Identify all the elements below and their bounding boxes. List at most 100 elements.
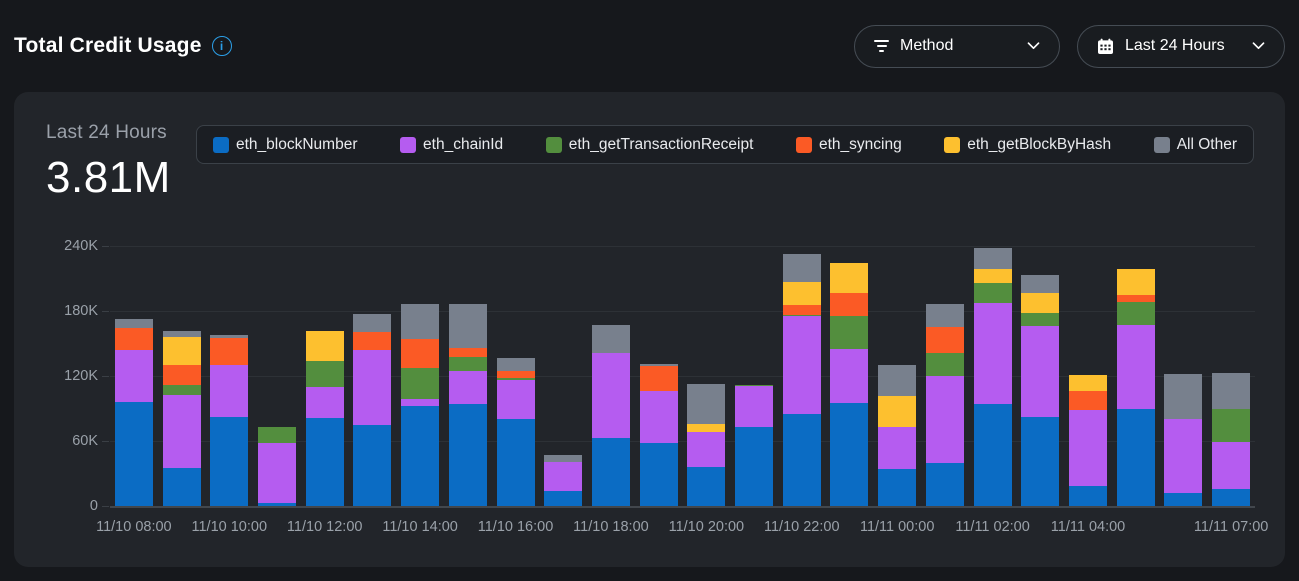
- bar-11-11-01-00[interactable]: [925, 304, 964, 506]
- time-range-left: Last 24 Hours: [1097, 37, 1225, 55]
- bar-segment: [162, 337, 201, 366]
- bar-segment: [305, 417, 344, 506]
- bar-segment: [162, 468, 201, 506]
- bar-segment: [973, 247, 1012, 269]
- bar-11-10-20-00[interactable]: [687, 383, 726, 506]
- bar-segment: [1069, 410, 1108, 486]
- y-tick-mark: [102, 311, 109, 312]
- legend-label: eth_getBlockByHash: [967, 135, 1112, 153]
- bar-segment: [544, 455, 583, 462]
- bar-11-10-12-00[interactable]: [305, 330, 344, 506]
- x-tick-label: 11/10 22:00: [764, 519, 840, 535]
- legend-swatch-icon: [944, 136, 961, 153]
- x-tick-label: 11/10 08:00: [96, 519, 172, 535]
- bar-11-10-17-00[interactable]: [544, 455, 583, 506]
- info-icon[interactable]: i: [211, 36, 232, 56]
- legend-item[interactable]: eth_getTransactionReceipt: [545, 136, 753, 154]
- bar-segment: [639, 365, 678, 391]
- bar-segment: [114, 328, 153, 350]
- bar-segment: [496, 380, 535, 420]
- bar-segment: [1212, 442, 1251, 489]
- bar-11-10-19-00[interactable]: [639, 364, 678, 506]
- bar-11-10-23-00[interactable]: [830, 262, 869, 506]
- bar-segment: [544, 490, 583, 506]
- x-tick-label: 11/10 14:00: [382, 519, 458, 535]
- bar-segment: [448, 348, 487, 358]
- credit-usage-card: Last 24 Hours 3.81M eth_blockNumber eth_c…: [14, 92, 1285, 567]
- bar-11-10-22-00[interactable]: [782, 253, 821, 506]
- x-tick-label: 11/10 10:00: [191, 519, 268, 535]
- bar-11-10-18-00[interactable]: [591, 325, 630, 506]
- bar-segment: [973, 282, 1012, 304]
- time-range-dropdown[interactable]: Last 24 Hours: [1077, 24, 1285, 68]
- bar-segment: [257, 443, 296, 503]
- bar-segment: [687, 467, 726, 506]
- bar-segment: [925, 462, 964, 506]
- bar-11-11-04-00[interactable]: [1069, 375, 1108, 506]
- x-tick-label: 11/10 16:00: [477, 519, 554, 535]
- bar-11-11-07-00[interactable]: [1212, 372, 1251, 506]
- bar-11-11-03-00[interactable]: [1021, 275, 1060, 506]
- bar-segment: [448, 357, 487, 372]
- bar-segment: [591, 437, 630, 506]
- legend-item[interactable]: eth_chainId: [400, 136, 503, 154]
- bar-segment: [591, 353, 630, 438]
- bar-11-11-02-00[interactable]: [973, 247, 1012, 506]
- bar-11-10-09-00[interactable]: [162, 330, 201, 506]
- bar-segment: [1212, 408, 1251, 443]
- bar-segment: [401, 338, 440, 368]
- page-title: Total Credit Usage: [14, 34, 202, 57]
- legend-item[interactable]: eth_getBlockByHash: [944, 136, 1111, 154]
- bar-11-11-00-00[interactable]: [878, 365, 917, 506]
- bar-11-10-21-00[interactable]: [735, 384, 774, 506]
- legend-item[interactable]: eth_syncing: [795, 136, 902, 154]
- bar-11-11-06-00[interactable]: [1164, 374, 1203, 506]
- page-header: Total Credit Usage i Method: [0, 0, 1299, 92]
- bar-segment: [162, 365, 201, 385]
- y-tick-mark: [102, 376, 109, 377]
- bar-segment: [782, 281, 821, 305]
- bar-11-10-16-00[interactable]: [496, 357, 535, 506]
- bar-11-10-13-00[interactable]: [353, 314, 392, 506]
- method-filter-label: Method: [900, 37, 954, 54]
- bar-segment: [1021, 275, 1060, 294]
- chevron-down-icon: [1027, 42, 1040, 50]
- bar-segment: [305, 386, 344, 418]
- gridline: [110, 376, 1255, 377]
- bar-segment: [305, 360, 344, 387]
- legend-item[interactable]: All Other: [1153, 135, 1237, 154]
- bar-segment: [114, 350, 153, 402]
- method-filter-dropdown[interactable]: Method: [854, 24, 1060, 68]
- calendar-icon: [1098, 38, 1113, 54]
- bar-11-10-08-00[interactable]: [114, 318, 153, 506]
- bar-11-10-11-00[interactable]: [257, 426, 296, 506]
- bar-segment: [1212, 488, 1251, 506]
- legend-label: All Other: [1176, 135, 1237, 153]
- x-tick-label: 11/11 04:00: [1050, 519, 1126, 535]
- legend-label: eth_blockNumber: [236, 135, 358, 153]
- bar-11-10-14-00[interactable]: [401, 303, 440, 506]
- bar-11-10-15-00[interactable]: [448, 303, 487, 506]
- legend-item[interactable]: eth_blockNumber: [213, 136, 357, 154]
- bar-segment: [210, 416, 249, 506]
- y-tick-label: 0: [89, 497, 98, 514]
- x-tick-label: 11/10 18:00: [573, 519, 649, 535]
- x-tick-label: 11/10 12:00: [286, 519, 363, 535]
- bar-11-11-05-00[interactable]: [1116, 268, 1155, 506]
- bar-segment: [1069, 390, 1108, 411]
- bar-segment: [448, 303, 487, 349]
- bar-segment: [162, 394, 201, 469]
- chart-legend: eth_blockNumber eth_chainId eth_getTransac…: [196, 125, 1254, 164]
- bar-segment: [830, 262, 869, 294]
- bar-segment: [639, 364, 678, 366]
- bar-segment: [401, 367, 440, 399]
- bar-segment: [973, 404, 1012, 506]
- method-filter-left: Method: [874, 37, 953, 55]
- bar-segment: [210, 334, 249, 339]
- bar-11-10-10-00[interactable]: [210, 334, 249, 506]
- bar-segment: [257, 502, 296, 506]
- time-range-label: Last 24 Hours: [1125, 37, 1225, 54]
- bar-segment: [639, 390, 678, 443]
- bar-segment: [735, 385, 774, 427]
- legend-label: eth_chainId: [423, 135, 504, 153]
